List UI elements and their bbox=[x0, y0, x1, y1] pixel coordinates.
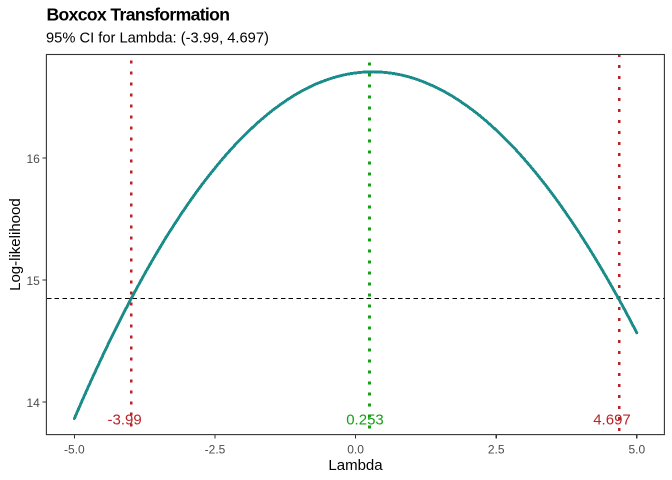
svg-text:15: 15 bbox=[26, 274, 40, 288]
svg-text:5.0: 5.0 bbox=[628, 442, 645, 456]
svg-text:Lambda: Lambda bbox=[328, 457, 383, 474]
svg-text:4.697: 4.697 bbox=[593, 412, 631, 429]
svg-text:2.5: 2.5 bbox=[488, 442, 505, 456]
svg-text:-5.0: -5.0 bbox=[64, 442, 85, 456]
svg-text:14: 14 bbox=[26, 396, 40, 410]
svg-text:-3.99: -3.99 bbox=[107, 412, 141, 429]
svg-text:-2.5: -2.5 bbox=[205, 442, 226, 456]
svg-text:0.253: 0.253 bbox=[346, 412, 384, 429]
svg-text:16: 16 bbox=[26, 152, 40, 166]
svg-text:95% CI for Lambda: (-3.99, 4.6: 95% CI for Lambda: (-3.99, 4.697) bbox=[46, 31, 269, 47]
svg-text:Log-likelihood: Log-likelihood bbox=[7, 198, 24, 291]
svg-text:0.0: 0.0 bbox=[347, 442, 364, 456]
svg-text:Boxcox Transformation: Boxcox Transformation bbox=[47, 4, 230, 24]
